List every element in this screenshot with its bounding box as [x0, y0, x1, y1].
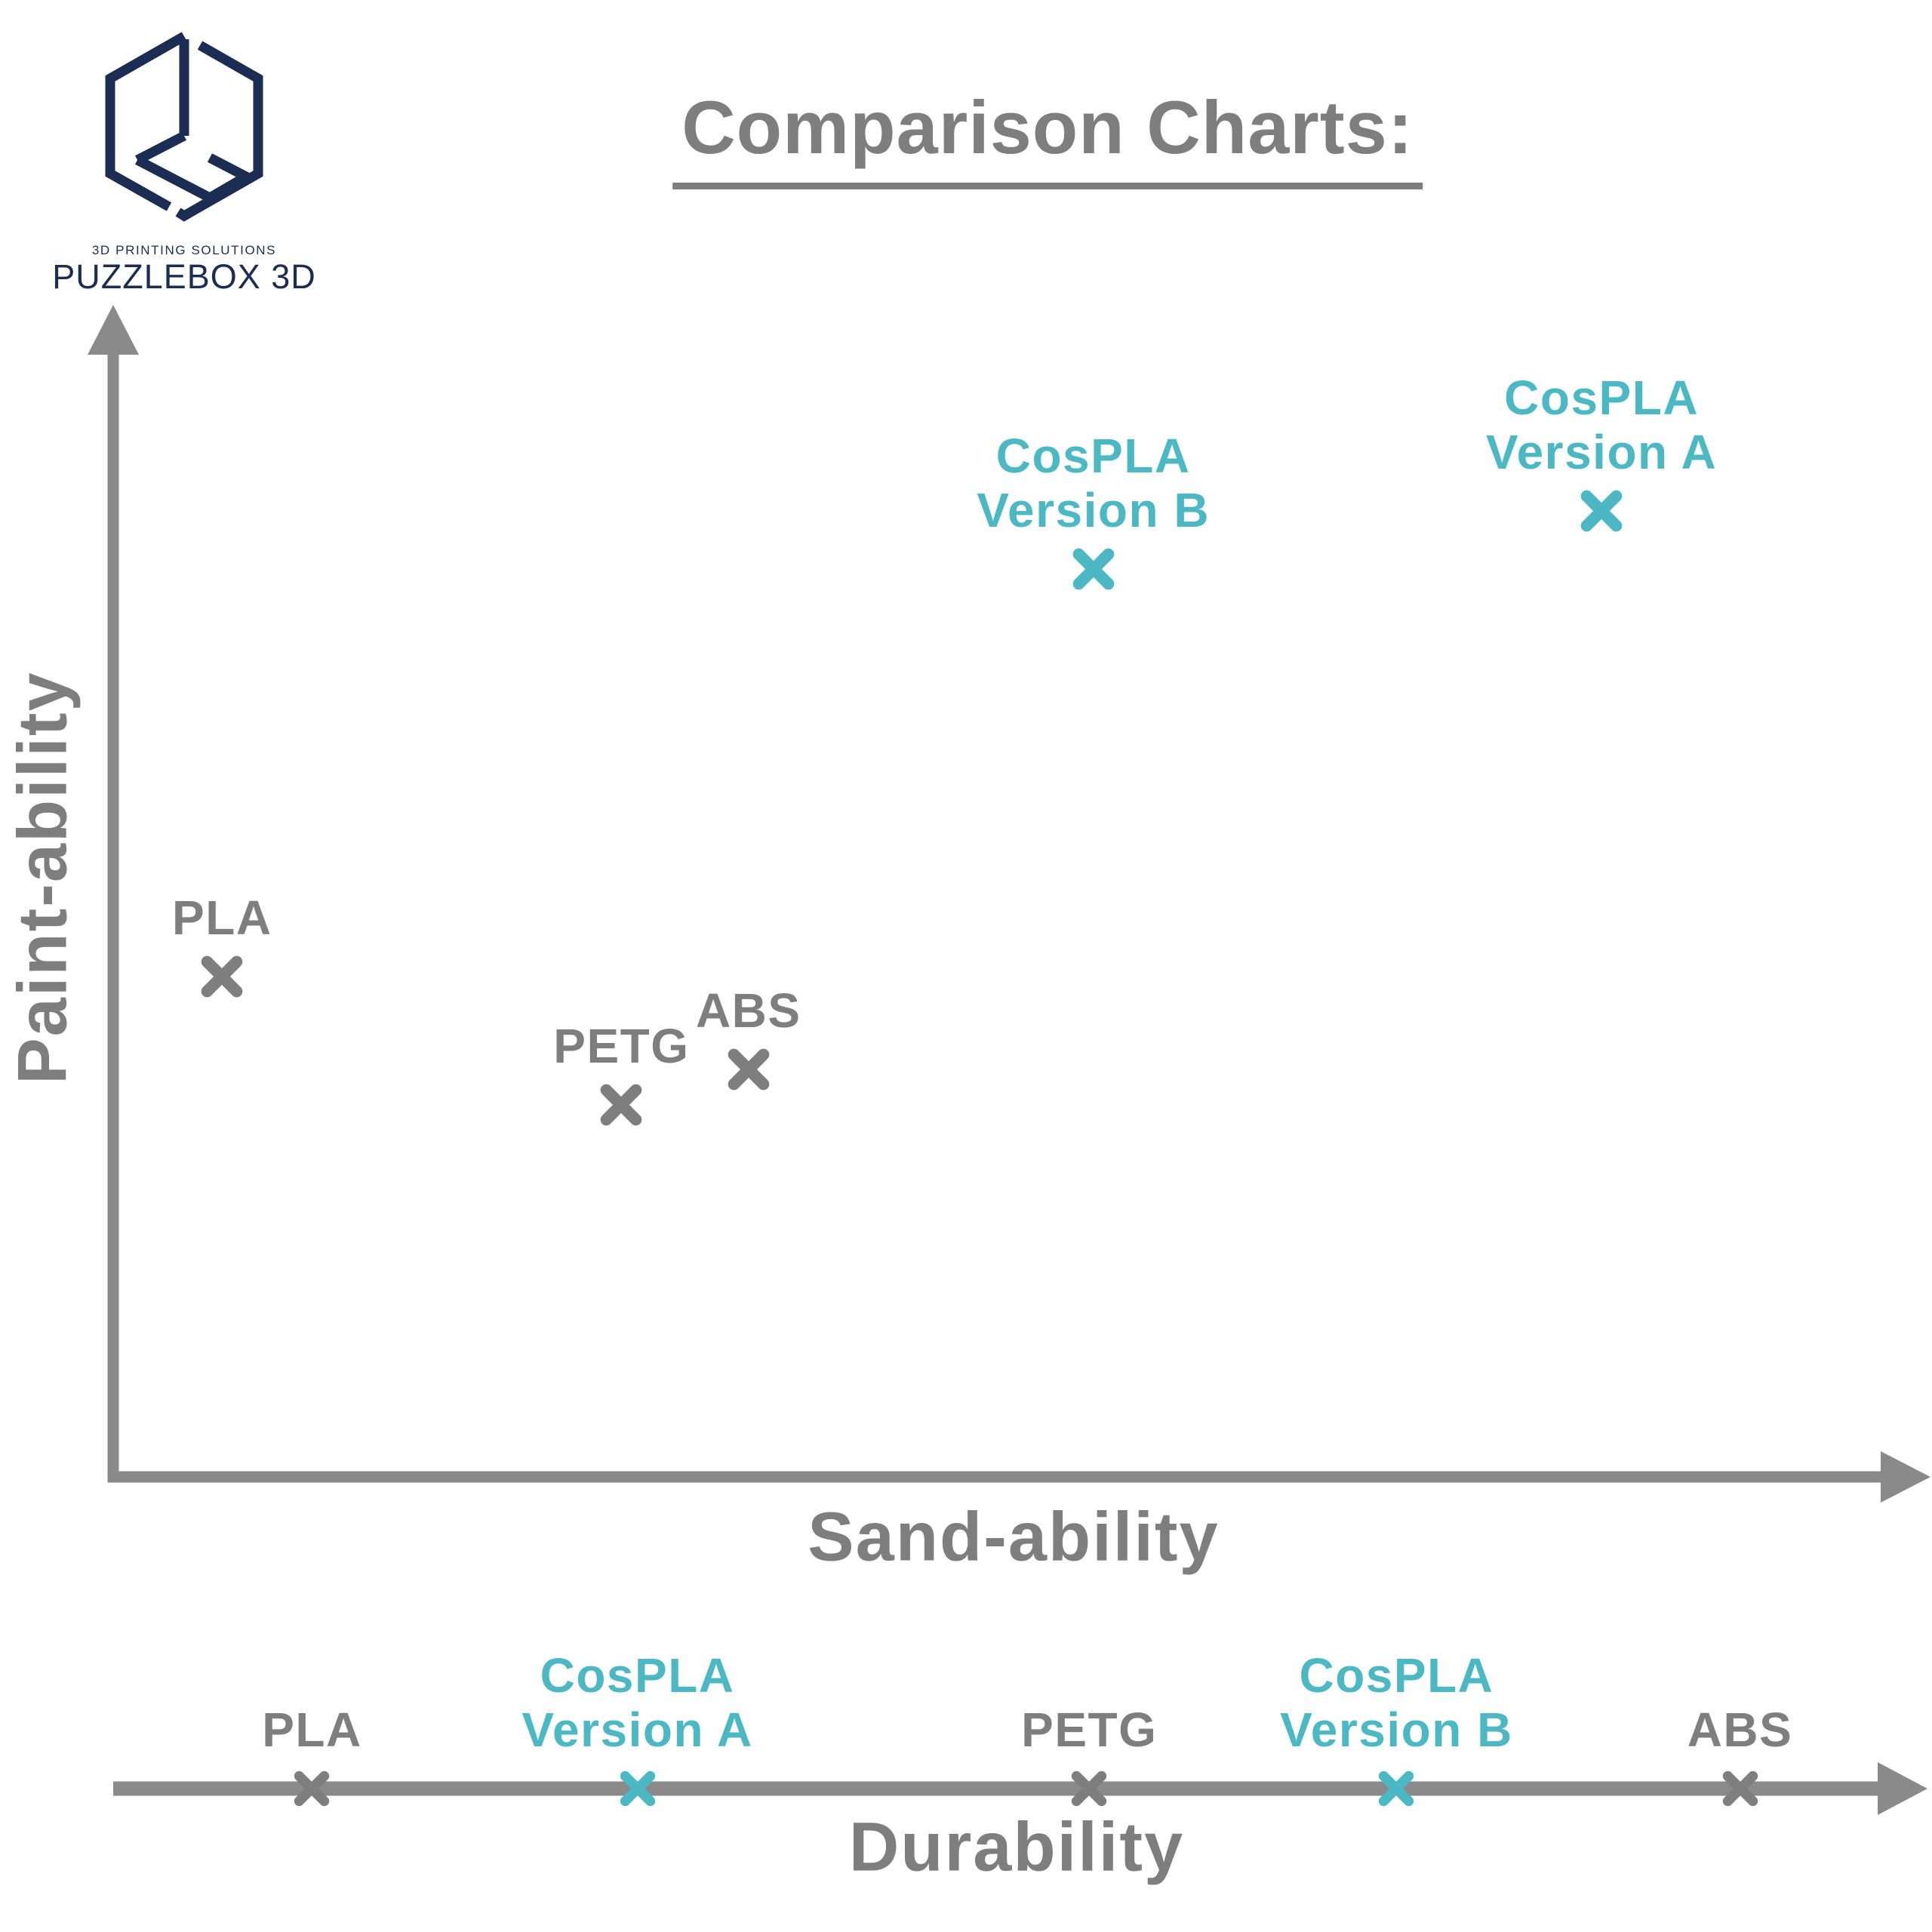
point-label: CosPLA Version A — [521, 1648, 753, 1757]
x-marker-icon — [1072, 1770, 1107, 1807]
x-marker-icon — [294, 1770, 330, 1807]
x-marker-icon — [1580, 490, 1623, 532]
page-title: Comparison Charts: — [672, 85, 1423, 189]
x-marker-icon — [601, 1084, 642, 1125]
x-marker-icon — [620, 1770, 655, 1807]
y-axis-arrowhead — [88, 305, 139, 355]
durability-axis-arrowhead — [1878, 1762, 1927, 1815]
point-label: ABS — [1687, 1703, 1793, 1757]
brand-tagline: 3D PRINTING SOLUTIONS — [91, 243, 277, 257]
point-label: CosPLA Version A — [1485, 371, 1718, 480]
point-label: CosPLA Version B — [1280, 1648, 1513, 1757]
x-marker-icon — [1072, 548, 1115, 590]
puzzlebox-cube-logo-icon — [105, 32, 263, 222]
x-axis-label: Sand-ability — [808, 1498, 1220, 1576]
durability-axis-label: Durability — [848, 1808, 1185, 1886]
point-label: PLA — [172, 890, 272, 945]
point-label: PLA — [262, 1703, 362, 1757]
x-marker-icon — [1722, 1770, 1758, 1807]
point-label: CosPLA Version B — [977, 429, 1211, 538]
x-axis-arrowhead — [1881, 1451, 1930, 1503]
point-label: ABS — [695, 983, 801, 1038]
y-axis-label: Paint-ability — [4, 671, 82, 1084]
brand-name: PUZZLEBOX 3D — [52, 257, 316, 296]
x-marker-icon — [201, 955, 243, 998]
point-label: PETG — [1021, 1703, 1158, 1757]
x-marker-icon — [1379, 1770, 1414, 1807]
point-label: PETG — [553, 1018, 690, 1073]
x-marker-icon — [728, 1048, 770, 1091]
